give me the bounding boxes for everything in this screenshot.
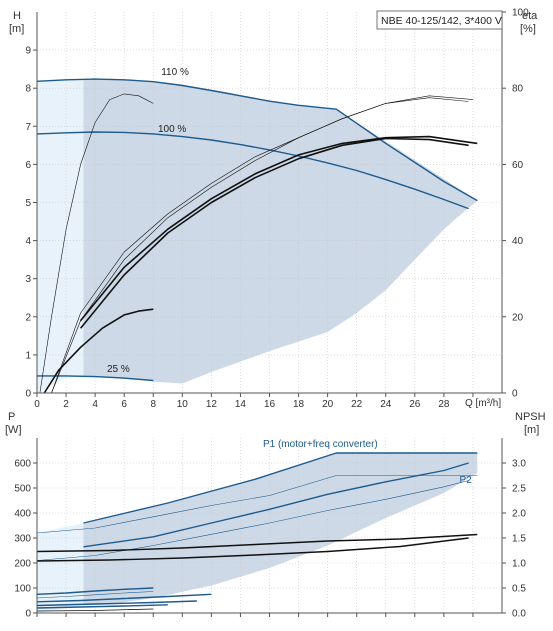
power-axes: 0 100 200 300 400 500 600 0.0 0.5 1.0 1.5 2.0 2.5 3.0 [14, 438, 526, 620]
series-line [36, 131, 469, 210]
series-line [36, 475, 478, 534]
y-tick-label: 1 [25, 350, 31, 361]
y-tick-label: 500 [14, 484, 31, 495]
x-tick-label: 0 [34, 399, 40, 410]
low-flow-region [37, 79, 84, 394]
npsh-axis-unit: [m] [524, 424, 539, 436]
series-line [36, 537, 469, 562]
y2-tick-label: 1.5 [512, 534, 526, 545]
operating-region [37, 78, 478, 394]
title-box [376, 10, 503, 30]
y2-tick-label: 0.5 [512, 584, 526, 595]
y-tick-label: 5 [25, 198, 31, 209]
x-tick-label: 6 [121, 399, 127, 410]
series-line [36, 600, 197, 607]
series-line [79, 137, 469, 329]
power-npsh-panel: P1 (motor+freq converter) P2 0 100 200 300 40… [5, 411, 546, 620]
series-line [36, 533, 478, 553]
y-tick-label: 300 [14, 534, 31, 545]
p-axis-unit: [W] [5, 424, 22, 436]
y-tick-label: 9 [25, 46, 31, 57]
y-tick-label: 8 [25, 84, 31, 95]
series-line [36, 593, 212, 603]
curve-label: 110 % [161, 67, 189, 78]
series-line [51, 97, 469, 394]
power-grid [36, 438, 502, 614]
head-curves: 110 % 100 % 25 % [36, 67, 478, 394]
power-region [37, 453, 478, 613]
y-tick-label: 6 [25, 160, 31, 171]
y-tick-label: 7 [25, 122, 31, 133]
x-tick-label: 28 [438, 399, 450, 410]
y2-tick-label: 0 [512, 389, 518, 400]
x-tick-label: 22 [351, 399, 363, 410]
series-line [79, 135, 478, 322]
x-tick-label: 18 [293, 399, 305, 410]
q-axis-label: Q [m³/h] [465, 398, 501, 409]
x-tick-label: 12 [206, 399, 218, 410]
y2-tick-label: 2.5 [512, 484, 526, 495]
series-line [83, 452, 478, 524]
y-tick-label: 600 [14, 459, 31, 470]
y-tick-label: 100 [14, 584, 31, 595]
series-line [83, 462, 469, 548]
series-line [36, 604, 168, 609]
low-flow-region [37, 523, 84, 613]
y-tick-label: 0 [25, 609, 31, 620]
series-line [43, 308, 154, 394]
y2-tick-label: 0.0 [512, 609, 526, 620]
series-line [51, 95, 473, 394]
curve-label: P1 (motor+freq converter) [263, 439, 378, 450]
series-line [37, 375, 154, 382]
series-line [36, 587, 154, 595]
x-tick-label: 10 [177, 399, 189, 410]
h-axis-unit: [m] [9, 23, 24, 35]
chart-title: NBE 40-125/142, 3*400 V [381, 15, 502, 27]
curve-label: 25 % [107, 364, 130, 375]
p-axis-label: P [8, 411, 15, 423]
eta-axis-unit: [%] [520, 23, 536, 35]
x-tick-label: 2 [63, 399, 69, 410]
series-line [36, 608, 154, 612]
y-tick-label: 2 [25, 312, 31, 323]
eta-axis-label: eta [522, 10, 538, 22]
y2-tick-label: 2.0 [512, 509, 526, 520]
y-tick-label: 4 [25, 236, 31, 247]
y2-tick-label: 1.0 [512, 559, 526, 570]
curve-label: 100 % [158, 124, 186, 135]
y2-tick-label: 60 [512, 160, 524, 171]
x-tick-label: 4 [92, 399, 98, 410]
operating-area [83, 453, 478, 606]
x-tick-label: 14 [235, 399, 247, 410]
y2-tick-label: 3.0 [512, 459, 526, 470]
power-curves: P1 (motor+freq converter) P2 [36, 439, 478, 612]
y2-tick-label: 20 [512, 312, 524, 323]
x-tick-label: 8 [150, 399, 156, 410]
series-line [36, 78, 478, 202]
npsh-axis-label: NPSH [515, 411, 546, 423]
x-tick-label: 20 [322, 399, 334, 410]
y2-tick-label: 100 [512, 8, 529, 19]
y-tick-label: 0 [25, 389, 31, 400]
x-tick-label: 26 [409, 399, 421, 410]
curve-label: P2 [460, 475, 473, 486]
x-tick-label: 16 [264, 399, 276, 410]
series-line [39, 93, 154, 394]
series-line [36, 591, 154, 599]
y2-tick-label: 80 [512, 84, 524, 95]
y-tick-label: 200 [14, 559, 31, 570]
series-line [36, 480, 469, 561]
y2-tick-label: 40 [512, 236, 524, 247]
x-tick-label: 24 [380, 399, 392, 410]
y-tick-label: 400 [14, 509, 31, 520]
h-axis-label: H [13, 10, 21, 22]
operating-area [83, 78, 478, 384]
y-tick-label: 3 [25, 274, 31, 285]
